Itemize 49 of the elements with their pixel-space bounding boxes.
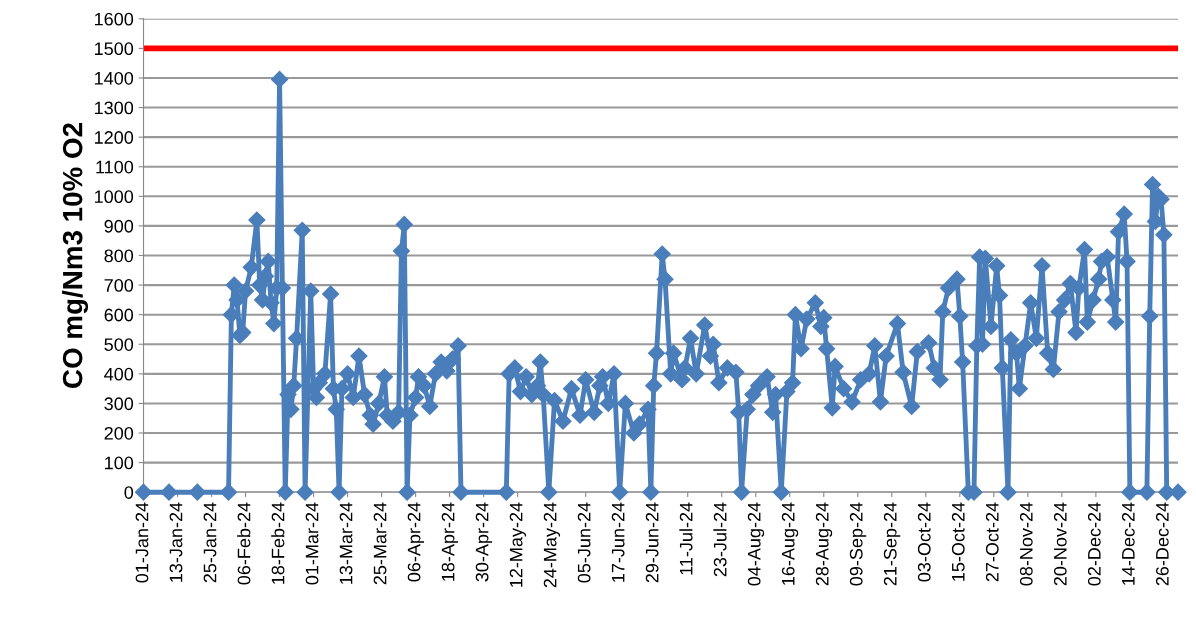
y-tick-label: 400 (104, 367, 134, 381)
y-axis-title: CO mg/Nm3 10% O2 (62, 123, 89, 388)
y-tick-label: 1100 (96, 160, 134, 174)
y-tick-label: 100 (105, 456, 134, 470)
x-tick-label: 20-Nov-24 (1053, 502, 1067, 586)
x-tick-label: 14-Dec-24 (1121, 502, 1135, 585)
x-tick-label: 09-Sep-24 (849, 502, 867, 586)
x-tick-label: 30-Apr-24 (475, 502, 493, 582)
x-tick-label: 05-Jun-24 (577, 502, 591, 583)
x-tick-label: 13-Jan-24 (169, 502, 183, 582)
x-tick-label: 03-Oct-24 (917, 502, 931, 582)
y-tick-label: 600 (104, 308, 134, 322)
x-tick-label: 12-May-24 (509, 502, 527, 587)
y-tick-label: 700 (104, 279, 134, 292)
y-tick-label: 1500 (95, 42, 134, 56)
x-tick-label: 08-Nov-24 (1019, 502, 1033, 586)
x-tick-label: 06-Apr-24 (407, 502, 425, 582)
x-tick-label: 01-Jan-24 (135, 502, 149, 583)
x-tick-label: 27-Oct-24 (985, 502, 999, 582)
x-tick-label: 13-Mar-24 (339, 502, 353, 584)
x-tick-label: 11-Jul-24 (679, 502, 693, 575)
x-tick-label: 25-Jan-24 (203, 502, 217, 583)
x-tick-label: 18-Feb-24 (271, 502, 285, 584)
x-tick-label: 24-May-24 (543, 502, 561, 588)
x-tick-label: 16-Aug-24 (781, 502, 799, 585)
y-tick-label: 1200 (95, 131, 134, 144)
x-tick-label: 02-Dec-24 (1087, 502, 1101, 586)
x-tick-label: 17-Jun-24 (611, 502, 625, 582)
y-tick-label: 800 (104, 249, 134, 263)
y-tick-label: 1300 (95, 101, 134, 115)
y-tick-label: 500 (104, 338, 134, 351)
y-tick-label: 0 (124, 486, 134, 499)
x-tick-label: 01-Mar-24 (305, 502, 319, 585)
x-tick-label: 18-Apr-24 (441, 502, 459, 581)
x-tick-label: 06-Feb-24 (237, 502, 251, 585)
y-tick-label: 300 (104, 397, 134, 411)
x-tick-label: 21-Sep-24 (883, 502, 901, 586)
x-tick-label: 15-Oct-24 (951, 502, 965, 581)
x-tick-label: 29-Jun-24 (645, 502, 659, 583)
y-tick-label: 200 (104, 426, 134, 440)
y-tick-label: 1400 (95, 71, 134, 85)
x-tick-label: 25-Mar-24 (373, 502, 387, 585)
x-tick-label: 28-Aug-24 (815, 502, 833, 586)
x-tick-label: 26-Dec-24 (1155, 502, 1169, 586)
x-tick-label: 04-Aug-24 (747, 502, 765, 586)
x-tick-label: 23-Jul-24 (713, 502, 727, 577)
y-tick-label: 1600 (95, 12, 134, 26)
y-tick-label: 1000 (95, 190, 134, 204)
y-tick-label: 900 (104, 219, 134, 233)
